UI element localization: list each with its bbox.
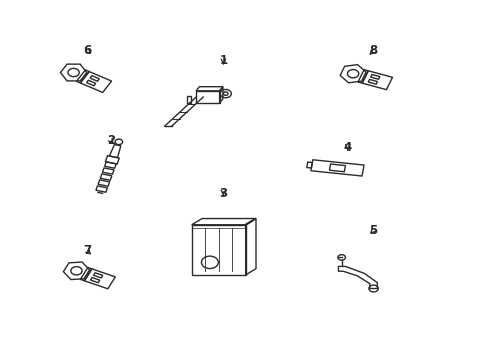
Text: 3: 3 bbox=[219, 186, 227, 200]
Text: 8: 8 bbox=[369, 44, 377, 57]
Text: 7: 7 bbox=[83, 244, 91, 257]
Text: 6: 6 bbox=[83, 44, 91, 57]
Text: 1: 1 bbox=[219, 54, 227, 67]
Text: 4: 4 bbox=[343, 141, 351, 154]
Bar bbox=[191, 225, 245, 275]
Text: 2: 2 bbox=[106, 134, 115, 147]
Text: 5: 5 bbox=[369, 224, 377, 237]
